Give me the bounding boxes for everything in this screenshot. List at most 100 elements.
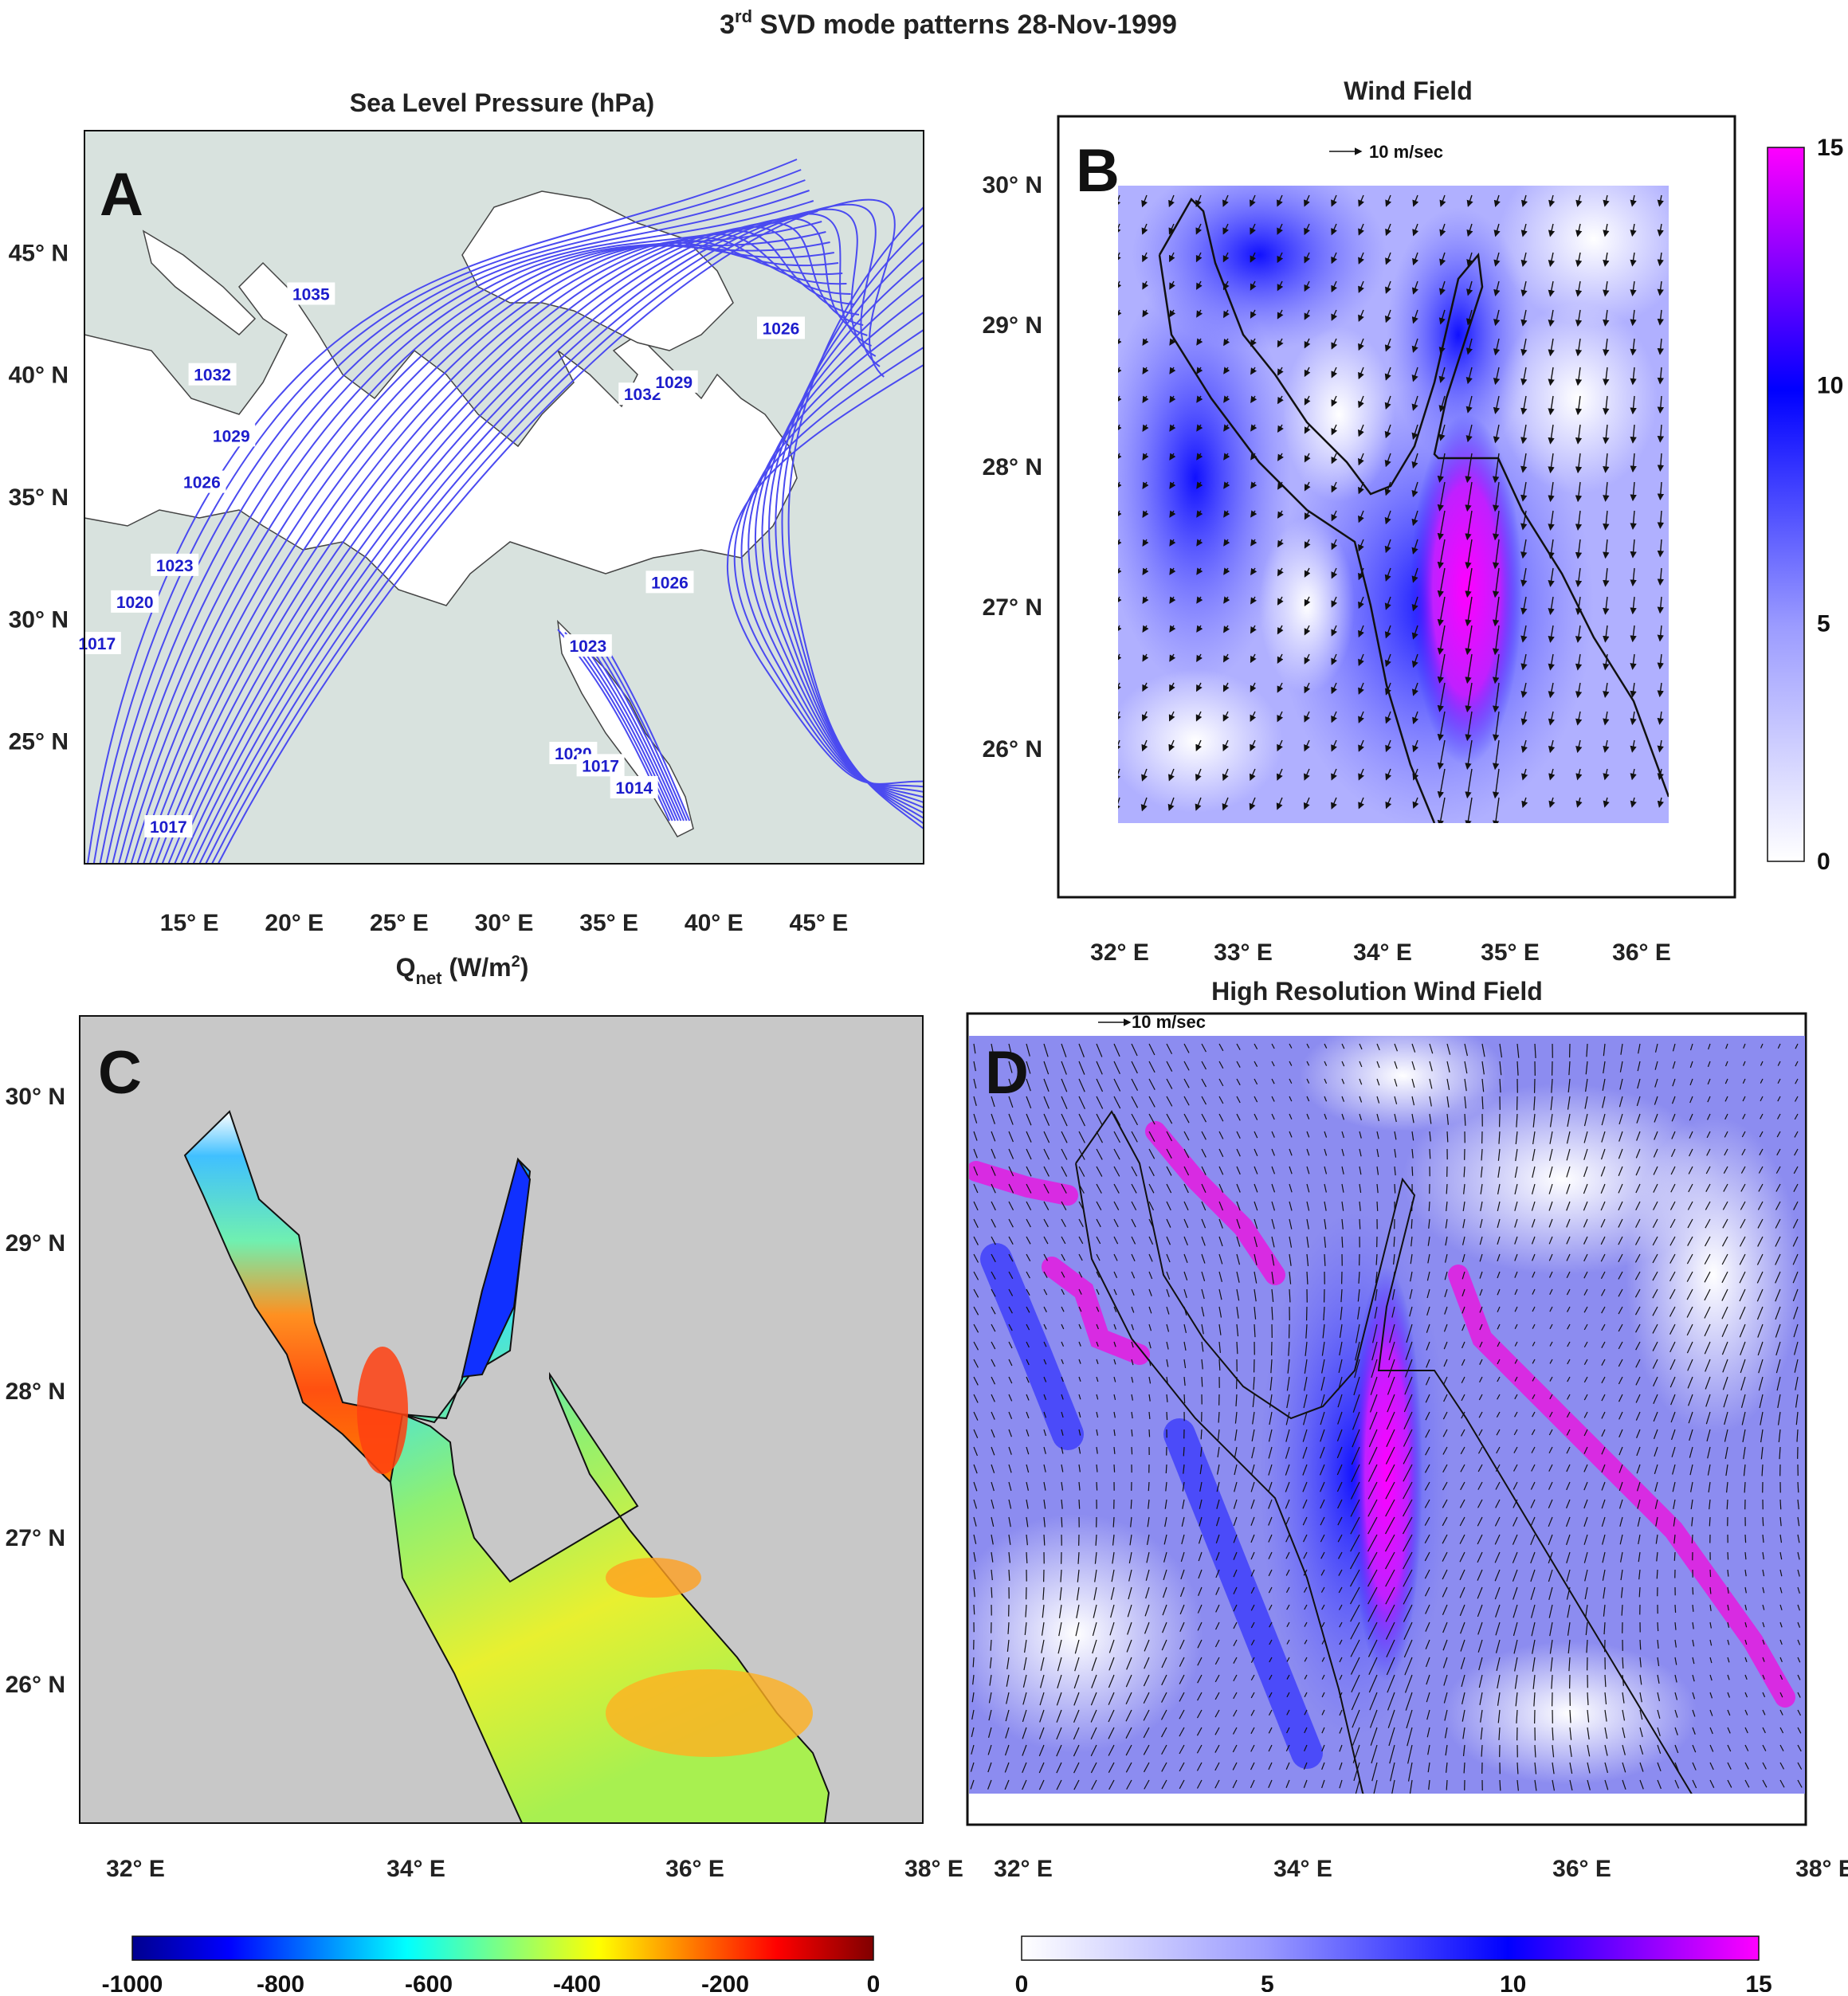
slp-contour-label-text: 1023 [156,557,194,575]
panel-d-title: High Resolution Wind Field [1211,977,1543,1006]
panel-a: Sea Level Pressure (hPa) 103510321029102… [9,88,924,936]
slp-contour-label-text: 1017 [582,757,619,775]
wind-arrow [1674,1552,1675,1561]
panel-a-ytick: 30° N [9,606,69,633]
wind-arrow [1780,1500,1781,1509]
panel-a-xtick: 30° E [475,910,534,936]
panel-c-colorbar-tick: -200 [701,1971,749,1992]
panel-d-colorbar-tick: 15 [1745,1971,1771,1992]
panel-b-colorbar-tick: 15 [1817,135,1843,161]
wind-arrow [1183,1447,1184,1456]
wind-arrow [1131,1500,1132,1509]
slp-contour-label: 1026 [645,571,693,593]
wind-arrow [1446,1780,1447,1790]
panel-b-xtick: 35° E [1481,939,1540,966]
panel-a-xtick: 40° E [685,910,744,936]
panel-c-colorbar-tick: 0 [867,1971,881,1992]
panel-c-letter: C [98,1039,142,1107]
panel-c-ytick: 26° N [6,1672,65,1698]
wind-arrow [1412,1167,1413,1176]
wind-arrow [1113,1517,1114,1527]
panel-b-letter: B [1076,137,1120,205]
slp-contour-label-text: 1023 [569,637,606,656]
slp-contour-label: 1017 [73,632,121,654]
panel-d: High Resolution Wind Field 10 m/sec D 32… [948,977,1848,1992]
panel-b-ytick: 28° N [983,454,1042,480]
panel-a-xtick: 45° E [790,910,849,936]
slp-contour-label: 1032 [189,363,237,386]
wind-arrow [1500,1780,1501,1790]
wind-arrow [1044,1535,1045,1546]
wind-arrow [1709,1517,1710,1526]
panel-b-yticks: 30° N29° N28° N27° N26° N [983,172,1042,763]
panel-b-xtick: 34° E [1353,939,1412,966]
wind-arrow [1692,1535,1693,1543]
panel-d-colorbar-tick: 5 [1261,1971,1274,1992]
wind-arrow [1745,1535,1746,1543]
wind-arrow [1009,1570,1010,1581]
wind-arrow [1079,1500,1080,1509]
panel-a-ytick: 25° N [9,729,69,755]
wind-arrow [1447,1131,1448,1142]
wind-arrow [1149,1429,1150,1437]
slp-contour-label: 1017 [144,815,192,837]
panel-d-xtick: 38° E [1795,1856,1848,1882]
slp-contour-label: 1026 [178,471,226,493]
panel-a-xtick: 15° E [160,910,219,936]
wind-arrow [1342,1237,1343,1248]
wind-arrow [1026,1552,1027,1563]
panel-d-colorbar-tick: 0 [1015,1971,1029,1992]
panel-a-ytick: 35° N [9,484,69,511]
panel-b: Wind Field 10 m/sec B 30° N29° N28° N27°… [983,76,1844,966]
wind-arrow [1411,1219,1412,1229]
slp-contour-label-text: 1017 [150,818,187,837]
wind-arrow [1429,1202,1430,1211]
panel-b-xtick: 36° E [1612,939,1671,966]
panel-c: Qnet (W/m2) C 30° N29° N28° N27° N26° N … [6,953,963,1992]
panel-a-letter: A [100,161,143,229]
wind-arrow [1640,1640,1641,1649]
panel-c-ytick: 29° N [6,1230,65,1257]
slp-contour-label: 1029 [650,371,698,393]
wind-arrow [973,1657,974,1667]
panel-a-ytick: 45° N [9,240,69,266]
panel-b-xtick: 32° E [1090,939,1149,966]
slp-contour-label-text: 1026 [651,574,689,592]
panel-a-yticks: 45° N 40° N 35° N 30° N 25° N [9,240,69,755]
panel-b-ytick: 29° N [983,312,1042,339]
wind-arrow [1727,1500,1728,1509]
panel-c-red-patch [357,1347,408,1474]
wind-arrow [1202,1377,1203,1386]
wind-arrow [1675,1605,1676,1613]
slp-contour-label-text: 1029 [213,427,250,445]
panel-c-xtick: 32° E [106,1856,165,1882]
panel-c-xtick: 34° E [386,1856,445,1882]
wind-arrow [1114,1465,1115,1472]
wind-arrow [1710,1570,1711,1577]
panel-c-ytick: 28° N [6,1378,65,1405]
panel-c-ytick: 30° N [6,1084,65,1110]
panel-c-title: Qnet (W/m2) [396,953,529,988]
panel-c-xtick: 38° E [904,1856,963,1882]
panel-b-colorbar [1768,147,1804,861]
panel-d-ref-label: 10 m/sec [1132,1012,1206,1032]
slp-contour-label-text: 1032 [194,367,231,385]
slp-contour-label: 1023 [151,554,198,576]
slp-contour-label: 1023 [564,634,612,657]
panel-c-ytick: 27° N [6,1525,65,1551]
panel-a-xtick: 20° E [265,910,324,936]
panel-a-title: Sea Level Pressure (hPa) [350,88,654,117]
panel-b-ref-label: 10 m/sec [1369,142,1443,162]
panel-c-orange-patch [606,1669,813,1757]
panel-b-field [1100,151,1689,829]
panel-a-ytick: 40° N [9,363,69,389]
panel-d-xtick: 32° E [994,1856,1053,1882]
wind-arrow [974,1605,975,1614]
panel-b-colorbar-tick: 0 [1817,849,1830,875]
panel-a-xtick: 35° E [579,910,638,936]
panel-c-colorbar [132,1936,873,1960]
panel-b-ytick: 27° N [983,594,1042,621]
